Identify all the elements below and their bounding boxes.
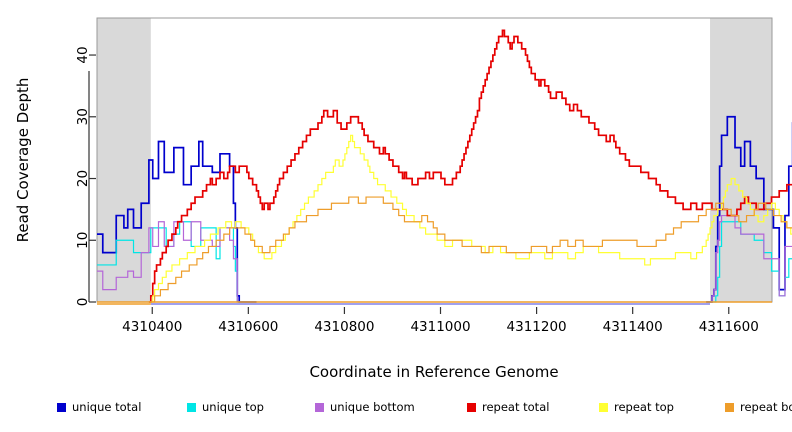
unique-total-line-2 [706,115,792,303]
x-tick-label-4310600: 4310600 [218,319,278,335]
legend-label-repeat-total: repeat total [482,400,549,414]
shaded-flank-regions [97,18,772,302]
x-axis-title: Coordinate in Reference Genome [309,363,558,381]
legend-swatch-repeat-top [599,403,608,412]
legend-swatch-unique-top [187,403,196,412]
repeat-top-line [148,134,792,303]
x-tick-label-4311200: 4311200 [507,319,567,335]
y-axis: 0 10 20 30 40 Read Coverage Depth [14,46,96,306]
y-axis-ticks: 0 10 20 30 40 [75,46,96,306]
y-tick-label-0: 0 [75,298,91,307]
x-tick-label-4310400: 4310400 [122,319,182,335]
x-axis: 4310400 4310600 4310800 4311000 4311200 43114… [122,307,759,381]
y-axis-title: Read Coverage Depth [14,78,32,243]
chart-legend: unique total unique top unique bottom repea… [57,400,792,414]
x-tick-label-4311400: 4311400 [603,319,663,335]
plot-background-regions [96,17,773,303]
region-boundary-lines [97,301,772,305]
repeat-bottom-line [148,196,792,303]
legend-label-unique-top: unique top [202,400,264,414]
data-series-group [97,29,792,303]
legend-label-repeat-top: repeat top [614,400,674,414]
legend-swatch-unique-bottom [315,403,324,412]
x-tick-label-4310800: 4310800 [314,319,374,335]
legend-swatch-repeat-bottom [725,403,734,412]
x-tick-label-4311600: 4311600 [699,319,759,335]
x-tick-label-4311000: 4311000 [410,319,470,335]
y-tick-label-40: 40 [75,46,91,63]
repeat-total-line [148,29,792,303]
plot-area-background [97,18,772,302]
y-tick-label-10: 10 [75,232,91,249]
legend-swatch-repeat-total [467,403,476,412]
unique-top-line-2 [706,221,792,303]
y-tick-label-20: 20 [75,170,91,187]
x-axis-ticks: 4310400 4310600 4310800 4311000 4311200 43114… [122,307,759,335]
legend-label-unique-total: unique total [72,400,141,414]
legend-label-repeat-bottom: repeat bottom [740,400,792,414]
legend-label-unique-bottom: unique bottom [330,400,415,414]
y-tick-label-30: 30 [75,108,91,125]
legend-swatch-unique-total [57,403,66,412]
left-flank-shaded [97,18,151,302]
